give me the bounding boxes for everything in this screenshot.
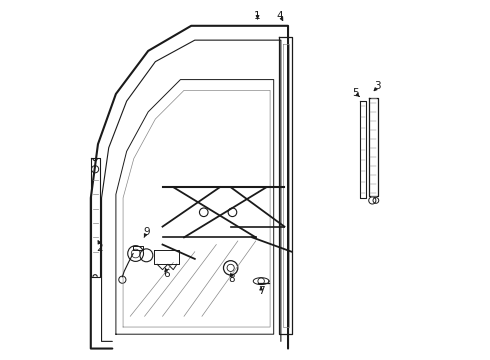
Text: 1: 1 (254, 11, 261, 21)
Text: 4: 4 (277, 11, 283, 21)
Text: 2: 2 (97, 243, 103, 253)
Text: 6: 6 (163, 269, 170, 279)
Text: 5: 5 (352, 88, 359, 98)
Text: 9: 9 (143, 227, 149, 237)
Text: 7: 7 (258, 286, 265, 296)
Text: 3: 3 (374, 81, 381, 91)
Text: 8: 8 (228, 274, 235, 284)
